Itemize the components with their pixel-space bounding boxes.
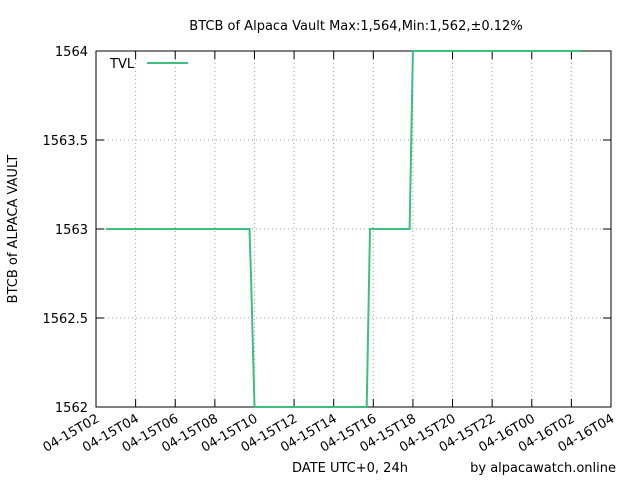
series-line-tvl [105, 50, 582, 408]
y-axis: 1562 1562.5 1563 1563.5 1564 [43, 45, 611, 416]
legend: TVL [109, 57, 188, 72]
y-tick-label: 1562.5 [43, 312, 89, 327]
y-tick-label: 1563 [55, 223, 88, 238]
x-axis-label: DATE UTC+0, 24h [292, 461, 408, 476]
chart-title: BTCB of Alpaca Vault Max:1,564,Min:1,562… [189, 19, 522, 34]
legend-label-tvl: TVL [109, 57, 135, 72]
y-tick-label: 1564 [55, 45, 88, 60]
series-layer [105, 50, 582, 408]
y-axis-label: BTCB of ALPACA VAULT [6, 155, 21, 304]
x-axis: 04-15T0204-15T0404-15T0604-15T0804-15T10… [41, 51, 617, 456]
credit-text: by alpacawatch.online [470, 461, 616, 476]
y-tick-label: 1562 [55, 401, 88, 416]
y-tick-label: 1563.5 [43, 134, 89, 149]
